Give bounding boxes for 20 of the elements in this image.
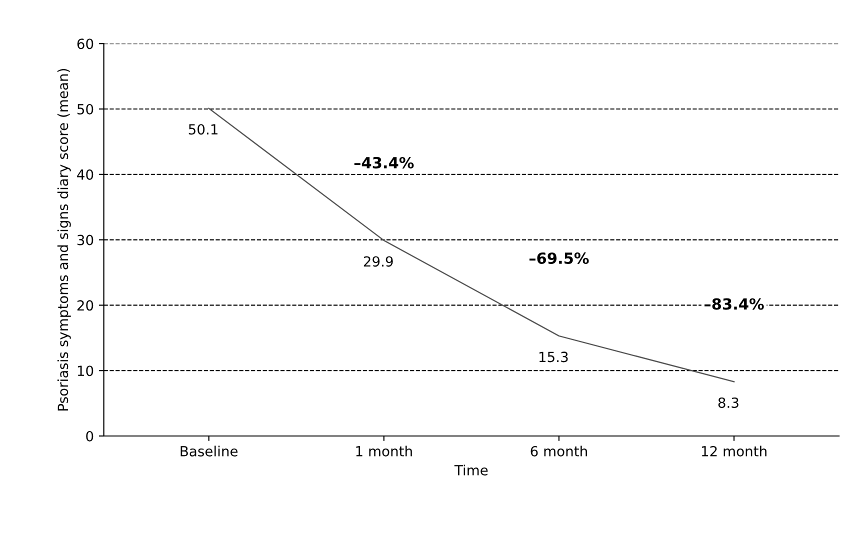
y-tick-label: 40: [77, 169, 94, 180]
x-axis-title: Time: [454, 464, 488, 476]
data-label: 50.1: [188, 124, 218, 135]
annotation: –69.5%: [529, 252, 589, 264]
x-tick-label: Baseline: [180, 446, 238, 456]
data-label: 15.3: [539, 352, 568, 362]
data-label: 8.3: [718, 397, 738, 408]
y-tick-label: 60: [77, 38, 94, 50]
y-tick-label: 50: [77, 104, 94, 114]
y-tick-label: 30: [77, 234, 94, 246]
x-tick-label: 6 month: [530, 446, 587, 456]
annotation: –43.4%: [354, 156, 414, 168]
x-tick-label: 12 month: [702, 446, 766, 456]
x-tick-label: 1 month: [356, 446, 412, 456]
y-tick-label: 20: [77, 300, 94, 311]
annotation: –83.4%: [704, 298, 764, 310]
y-tick-label: 10: [78, 366, 94, 376]
data-label: 29.9: [364, 256, 393, 267]
y-axis-title: Psoriasis symptoms and signs diary score (mean): [57, 68, 71, 410]
y-tick-label: 0: [86, 430, 94, 442]
